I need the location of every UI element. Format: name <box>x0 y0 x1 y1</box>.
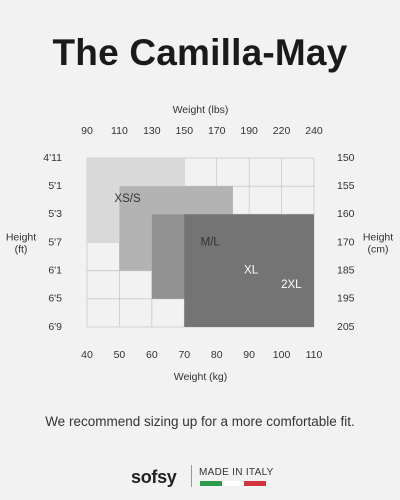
brand-logo: sofsy <box>131 467 177 487</box>
top-axis-tick: 220 <box>273 125 291 137</box>
made-in-italy-label: MADE IN ITALY <box>199 467 274 478</box>
size-chart: XS/S M/L XL 2XL 90 110 130 150 170 190 220 240 Weigh… <box>6 104 393 383</box>
bottom-axis-tick: 110 <box>306 349 323 361</box>
right-axis-tick: 160 <box>337 208 355 220</box>
right-axis-tick: 150 <box>337 152 355 164</box>
left-axis-tick: 6'5 <box>48 293 62 305</box>
right-axis-tick: 195 <box>337 293 355 305</box>
right-axis-tick: 170 <box>337 236 355 248</box>
top-axis-title: Weight (lbs) <box>173 104 229 116</box>
footer-divider <box>191 465 192 487</box>
left-axis-tick: 6'1 <box>48 264 62 276</box>
left-axis-title: (ft) <box>15 243 28 255</box>
sizing-note: We recommend sizing up for a more comfor… <box>45 414 355 429</box>
left-axis-tick: 5'1 <box>48 180 62 192</box>
top-axis-tick: 190 <box>240 125 258 137</box>
bottom-axis-tick: 60 <box>146 349 158 361</box>
right-axis-title: (cm) <box>368 243 389 255</box>
flag-stripe-white <box>222 481 244 486</box>
size-label: M/L <box>201 237 221 249</box>
left-axis-title: Height <box>6 231 36 243</box>
top-axis-tick: 150 <box>176 125 194 137</box>
top-axis-tick: 110 <box>111 125 128 137</box>
page-title: The Camilla-May <box>52 32 348 73</box>
left-axis-tick: 6'9 <box>48 321 62 333</box>
left-axis-tick: 5'3 <box>48 208 62 220</box>
bottom-axis-tick: 100 <box>273 349 291 361</box>
bottom-axis-tick: 80 <box>211 349 223 361</box>
size-label: XL <box>244 265 259 277</box>
italy-flag-icon <box>200 481 266 486</box>
size-label: 2XL <box>281 279 302 291</box>
right-axis-tick: 155 <box>337 180 355 192</box>
left-axis-tick: 5'7 <box>48 236 62 248</box>
bottom-axis-tick: 50 <box>114 349 126 361</box>
flag-stripe-red <box>244 481 266 486</box>
right-axis-tick: 185 <box>337 264 355 276</box>
footer: sofsy MADE IN ITALY <box>0 462 400 492</box>
bottom-axis-tick: 40 <box>81 349 93 361</box>
top-axis-tick: 130 <box>143 125 161 137</box>
right-axis-title: Height <box>363 231 393 243</box>
bottom-axis-title: Weight (kg) <box>174 371 228 383</box>
top-axis-tick: 240 <box>305 125 323 137</box>
right-axis-tick: 205 <box>337 321 355 333</box>
flag-stripe-green <box>200 481 222 486</box>
size-box-2xl <box>184 214 314 327</box>
top-axis-tick: 90 <box>81 125 93 137</box>
top-axis-tick: 170 <box>208 125 226 137</box>
size-label: XS/S <box>114 193 141 205</box>
left-axis-tick: 4'11 <box>43 152 62 164</box>
bottom-axis-tick: 90 <box>243 349 255 361</box>
bottom-axis-tick: 70 <box>178 349 190 361</box>
